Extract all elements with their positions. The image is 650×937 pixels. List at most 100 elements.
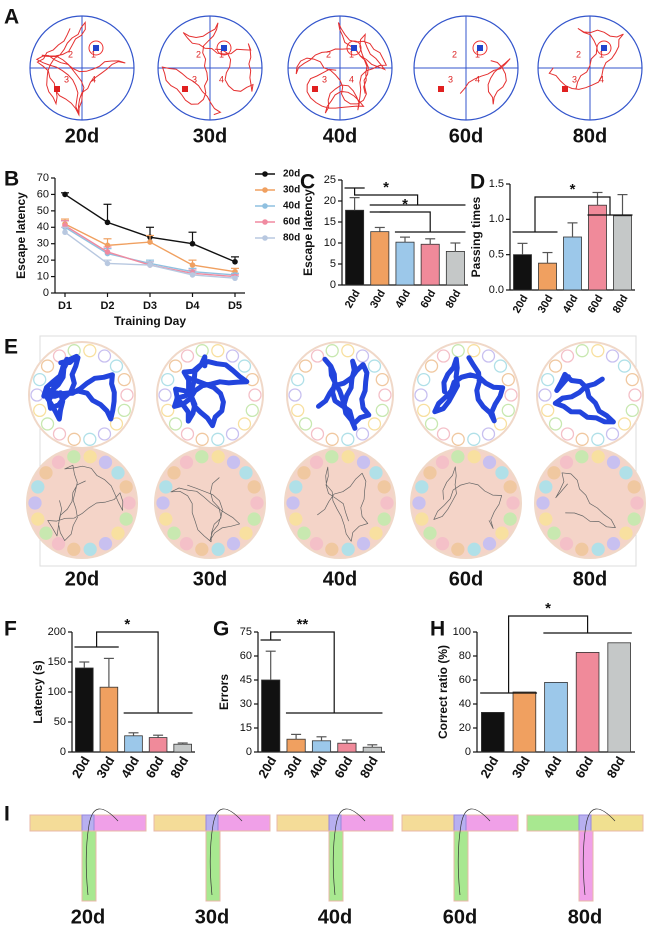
maze-hole	[83, 432, 97, 446]
maze-hole	[119, 512, 133, 526]
maze-hole	[493, 359, 508, 373]
maze-hole	[211, 450, 225, 464]
y-tick-label: 20	[37, 254, 49, 266]
y-tick-label: 0	[246, 746, 252, 758]
maze-hole	[310, 349, 325, 363]
maze-platform	[154, 447, 266, 559]
quadrant-label: 4	[91, 74, 96, 84]
maze-hole	[120, 388, 134, 402]
x-tick-label: 80d	[357, 754, 381, 781]
x-tick-label: 40d	[393, 288, 413, 310]
maze-hole	[286, 496, 300, 510]
maze-hole	[417, 403, 431, 418]
bar	[75, 667, 94, 753]
point	[147, 262, 153, 268]
maze-hole	[325, 450, 339, 464]
maze-hole	[355, 427, 370, 441]
bracket	[354, 188, 419, 205]
maze-hole	[378, 388, 392, 402]
maze-hole	[310, 427, 325, 441]
end-marker	[221, 45, 227, 51]
maze-hole	[211, 344, 225, 358]
maze-hole	[424, 417, 439, 431]
point	[189, 262, 196, 268]
maze-hole	[560, 427, 575, 441]
maze-hole	[195, 432, 209, 446]
trace-line	[582, 808, 616, 896]
x-tick-label: 60d	[331, 754, 355, 781]
maze-hole	[591, 432, 605, 446]
bracket	[96, 631, 159, 713]
maze-hole	[98, 537, 113, 551]
x-tick-label: 80d	[611, 293, 631, 315]
quadrant-label: 1	[219, 49, 224, 59]
maze-hole	[541, 372, 555, 387]
bar	[99, 686, 119, 753]
bar	[311, 740, 332, 753]
day-label: 20d	[71, 906, 105, 928]
y-axis-label: Passing times	[469, 196, 483, 277]
maze-hole	[619, 526, 633, 540]
maze-hole	[367, 417, 382, 431]
y-tick-label: 40	[459, 698, 471, 710]
bar	[337, 742, 357, 753]
maze-hole	[501, 403, 515, 418]
maze-hole	[67, 450, 81, 464]
maze-hole	[504, 388, 518, 402]
x-tick-label: 60d	[418, 288, 438, 310]
y-tick-label: 45	[240, 674, 252, 686]
maze-hole	[627, 512, 641, 526]
bar	[148, 737, 168, 753]
maze-hole	[617, 417, 632, 431]
maze-center	[205, 814, 219, 832]
y-tick-label: 50	[37, 205, 49, 217]
legend-marker	[262, 219, 268, 225]
maze-hole	[97, 427, 112, 441]
platform	[88, 40, 104, 56]
maze-hole	[117, 403, 131, 418]
y-tick-label: 200	[48, 626, 66, 638]
maze-hole	[560, 349, 575, 363]
maze-right-arm	[465, 814, 519, 832]
significance: *	[545, 600, 551, 617]
maze-hole	[156, 496, 170, 510]
point	[62, 191, 68, 198]
maze-hole	[297, 526, 311, 540]
maze-hole	[538, 388, 552, 402]
y-tick-label: 25	[324, 174, 336, 186]
maze-platform	[156, 341, 264, 449]
x-tick-label: 40d	[306, 754, 330, 781]
maze-center	[453, 814, 467, 832]
bracket	[379, 211, 431, 232]
maze-hole	[467, 542, 481, 556]
day-label: 40d	[323, 568, 357, 590]
maze-hole	[482, 455, 497, 469]
bracket	[534, 196, 611, 232]
maze-stem	[578, 830, 594, 902]
maze-stem	[328, 830, 344, 902]
maze-hole	[97, 349, 112, 363]
legend-label: 60d	[283, 217, 300, 228]
maze-hole	[28, 496, 42, 510]
swim-track	[548, 27, 624, 90]
bracket	[508, 615, 589, 693]
end-marker	[93, 45, 99, 51]
y-axis-label: Latency (s)	[31, 660, 45, 723]
maze-center	[328, 814, 342, 832]
panel-letter: D	[470, 171, 485, 194]
maze-hole	[451, 542, 465, 556]
start-marker	[312, 86, 318, 92]
maze-hole	[289, 480, 303, 494]
maze-hole	[83, 542, 97, 556]
point	[104, 260, 111, 267]
day-label: 20d	[65, 125, 99, 147]
maze-hole	[619, 466, 633, 480]
maze-hole	[226, 455, 241, 469]
legend-label: 40d	[283, 201, 300, 212]
y-tick-label: 30	[37, 238, 49, 250]
x-tick-label: 40d	[561, 293, 581, 315]
y-tick-label: 80	[459, 650, 471, 662]
maze-hole	[451, 450, 465, 464]
point	[104, 219, 111, 226]
